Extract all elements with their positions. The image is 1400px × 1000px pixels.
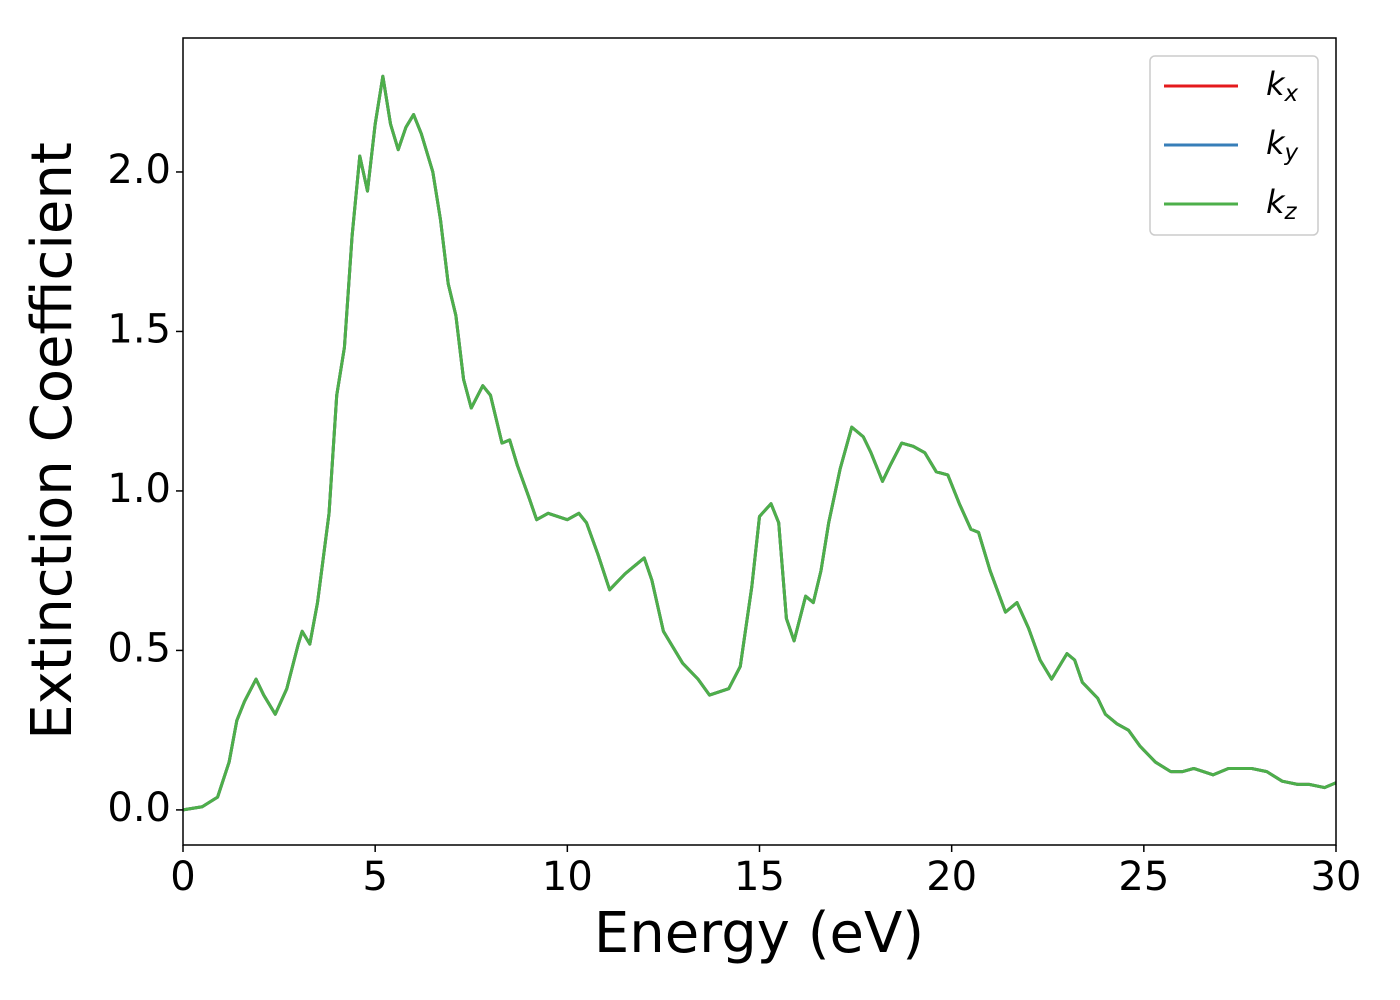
legend-label: kz	[1266, 183, 1298, 225]
y-tick-label: 1.0	[107, 466, 171, 512]
x-tick-label: 20	[926, 854, 977, 900]
x-tick-label: 10	[542, 854, 593, 900]
y-tick-label: 2.0	[107, 147, 171, 193]
x-tick-label: 30	[1311, 854, 1362, 900]
x-tick-label: 0	[170, 854, 195, 900]
legend: kx ky kz	[1149, 55, 1319, 236]
x-tick-label: 15	[734, 854, 785, 900]
legend-label: ky	[1266, 124, 1299, 166]
x-tick-label: 25	[1118, 854, 1169, 900]
y-axis-label: Extinction Coefficient	[20, 142, 85, 740]
y-tick-label: 0.0	[107, 785, 171, 831]
series-line	[182, 74, 1337, 812]
legend-label: kx	[1266, 65, 1299, 107]
y-tick-label: 0.5	[107, 625, 171, 671]
y-tick-label: 1.5	[107, 306, 171, 352]
plot-frame	[182, 37, 1337, 846]
x-axis-label: Energy (eV)	[594, 901, 924, 966]
x-tick-label: 5	[362, 854, 387, 900]
